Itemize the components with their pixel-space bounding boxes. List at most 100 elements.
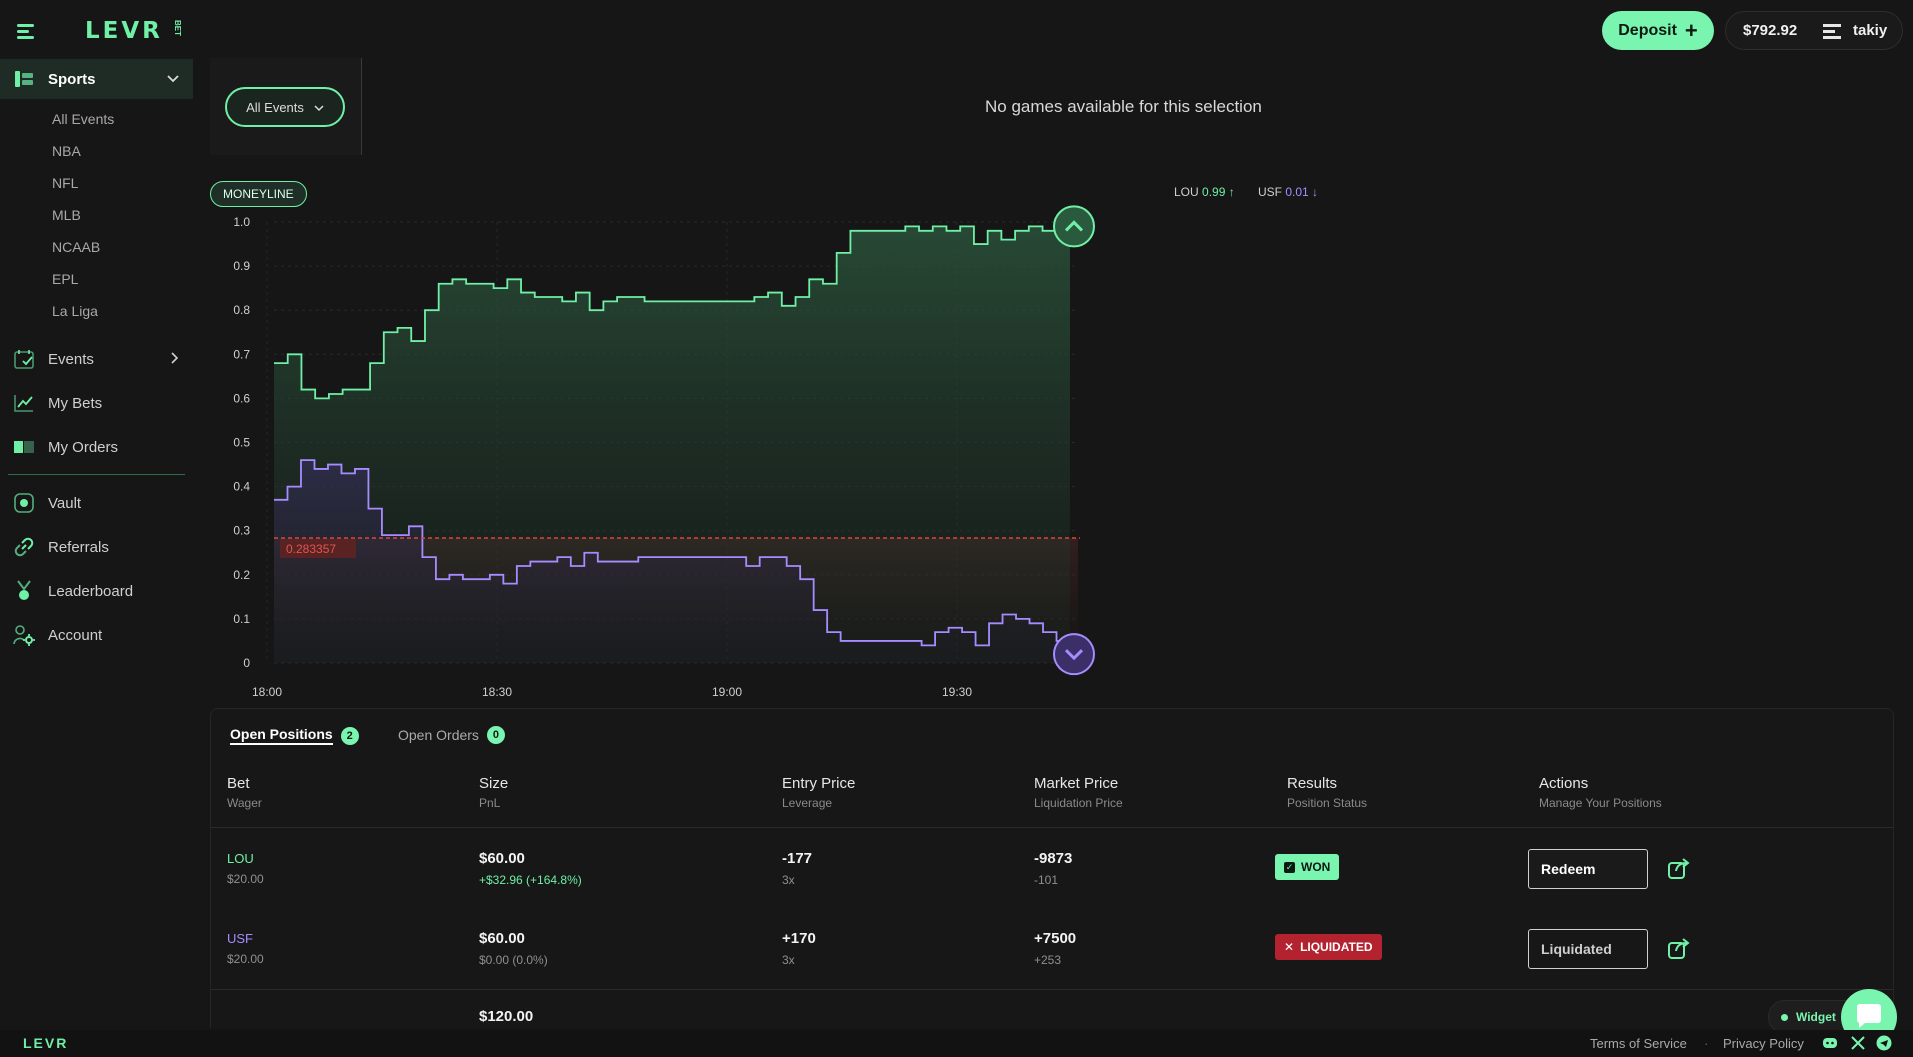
moneyline-badge[interactable]: MONEYLINE [210, 181, 307, 207]
arrow-up-icon: ↑ [1228, 185, 1235, 199]
column-title: Size [479, 775, 509, 792]
column-title: Entry Price [782, 775, 856, 792]
size-value: $60.00 [479, 930, 525, 947]
sidebar-sub-mlb[interactable]: MLB [52, 207, 81, 223]
column-header-size: Size PnL [479, 775, 508, 810]
tab-open-orders[interactable]: Open Orders 0 [398, 726, 505, 744]
liquidation-value: -101 [1034, 873, 1059, 887]
logo-sub: BET [173, 20, 182, 36]
all-events-dropdown[interactable]: All Events [225, 87, 345, 127]
username: takiy [1853, 22, 1888, 39]
leverage-value: 3x [782, 953, 795, 967]
plus-icon: + [1684, 17, 1698, 43]
chevron-down-icon [1064, 649, 1084, 661]
sidebar-sub-nba[interactable]: NBA [52, 143, 81, 159]
legend-lou: LOU 0.99 ↑ [1174, 185, 1235, 199]
chevron-down-icon [314, 100, 324, 115]
status-dot-icon [1781, 1013, 1788, 1021]
y-tick-label: 0.3 [233, 524, 250, 538]
legend-usf-price: 0.01 [1285, 185, 1309, 199]
positions-panel: Open Positions 2 Open Orders 0 Bet Wager… [210, 708, 1894, 1028]
chat-icon [1857, 1004, 1881, 1028]
sidebar-item-sports[interactable]: Sports [0, 59, 193, 99]
telegram-icon[interactable] [1876, 1035, 1892, 1051]
row-divider [211, 989, 1893, 990]
y-tick-label: 0.4 [233, 480, 250, 494]
account-menu[interactable]: $792.92 takiy [1725, 11, 1903, 50]
column-subtitle: Liquidation Price [1034, 796, 1123, 810]
table-row-entry: -177 3x [782, 850, 812, 887]
table-row-entry: +170 3x [782, 930, 816, 967]
column-title: Actions [1539, 775, 1589, 792]
price-chart[interactable]: 1.0 0.9 0.8 0.7 0.6 0.5 0.4 0.3 0.2 0.1 0 18:00 18:3… [210, 175, 1330, 705]
sidebar-item-referrals[interactable]: Referrals [0, 527, 193, 567]
sidebar-item-label: My Orders [48, 438, 119, 456]
y-tick-label: 0.2 [233, 568, 250, 582]
share-icon[interactable] [1666, 935, 1692, 961]
threshold-label: 0.283357 [286, 542, 336, 556]
status-badge-liquidated: ✕ LIQUIDATED [1275, 934, 1382, 960]
top-bar: LEVR BET Deposit + $792.92 takiy [0, 0, 1913, 58]
bet-label: LOU [227, 851, 254, 866]
footer-separator: · [1704, 1036, 1709, 1051]
pnl-value: +$32.96 (+164.8%) [479, 873, 582, 887]
series-area-lou [274, 226, 1070, 663]
size-value: $60.00 [479, 850, 525, 867]
sidebar-item-label: Account [48, 626, 103, 644]
column-title: Results [1287, 775, 1338, 792]
wager-value: $20.00 [227, 872, 264, 886]
sidebar-item-label: Referrals [48, 538, 109, 556]
deposit-label: Deposit [1618, 21, 1677, 39]
sidebar-item-label: Events [48, 350, 94, 368]
balance: $792.92 [1743, 22, 1798, 39]
sidebar-sub-all-events[interactable]: All Events [52, 111, 115, 127]
x-tick-label: 19:30 [942, 685, 972, 699]
terms-link[interactable]: Terms of Service [1590, 1036, 1687, 1051]
share-icon[interactable] [1666, 855, 1692, 881]
series-end-marker-lou [1053, 205, 1095, 248]
tab-label: Open Positions [230, 726, 333, 745]
sidebar-sub-la-liga[interactable]: La Liga [52, 303, 98, 319]
footer-logo[interactable]: LEVR [23, 1035, 69, 1051]
x-tick-label: 18:00 [252, 685, 282, 699]
widget-label: Widget [1796, 1010, 1836, 1024]
series-end-marker-usf [1053, 633, 1095, 676]
price-chart-panel: MONEYLINE LOU 0.99 ↑ USF 0.01 ↓ 1.0 0.9 0.… [210, 175, 1330, 705]
check-icon: ✓ [1284, 861, 1295, 873]
sidebar-item-label: Leaderboard [48, 582, 134, 600]
legend-lou-label: LOU [1174, 185, 1199, 199]
sidebar-item-my-bets[interactable]: My Bets [0, 383, 193, 423]
sidebar-sub-ncaab[interactable]: NCAAB [52, 239, 101, 255]
tab-label: Open Orders [398, 727, 479, 743]
table-row-bet: USF $20.00 [227, 931, 264, 966]
deposit-button[interactable]: Deposit + [1602, 11, 1714, 50]
redeem-button[interactable]: Redeem [1528, 849, 1648, 889]
column-header-results: Results Position Status [1287, 775, 1367, 810]
sidebar-item-my-orders[interactable]: My Orders [0, 427, 193, 467]
sidebar-item-events[interactable]: Events [0, 339, 193, 379]
event-filter-panel: All Events [210, 58, 362, 155]
sidebar-sub-nfl[interactable]: NFL [52, 175, 79, 191]
sports-icon [13, 68, 35, 90]
sidebar-item-account[interactable]: Account [0, 615, 193, 655]
x-icon[interactable] [1850, 1035, 1866, 1051]
market-value: -9873 [1034, 850, 1073, 867]
sidebar-item-label: Sports [48, 70, 96, 88]
logo[interactable]: LEVR [85, 18, 163, 44]
chevron-up-icon [1064, 220, 1084, 232]
orders-icon [13, 436, 35, 458]
liquidated-button[interactable]: Liquidated [1528, 929, 1648, 969]
series-line-lou [274, 225, 1070, 400]
discord-icon[interactable] [1822, 1035, 1838, 1051]
sidebar-item-vault[interactable]: Vault [0, 483, 193, 523]
y-tick-label: 0.7 [233, 347, 250, 361]
sidebar-item-leaderboard[interactable]: Leaderboard [0, 571, 193, 611]
privacy-link[interactable]: Privacy Policy [1723, 1036, 1804, 1051]
column-subtitle: PnL [479, 796, 501, 810]
tab-open-positions[interactable]: Open Positions 2 [230, 726, 359, 745]
sidebar-item-label: Vault [48, 494, 82, 512]
legend-usf: USF 0.01 ↓ [1258, 185, 1318, 199]
header-divider [211, 827, 1893, 828]
menu-icon[interactable] [17, 24, 34, 39]
sidebar-sub-epl[interactable]: EPL [52, 271, 79, 287]
